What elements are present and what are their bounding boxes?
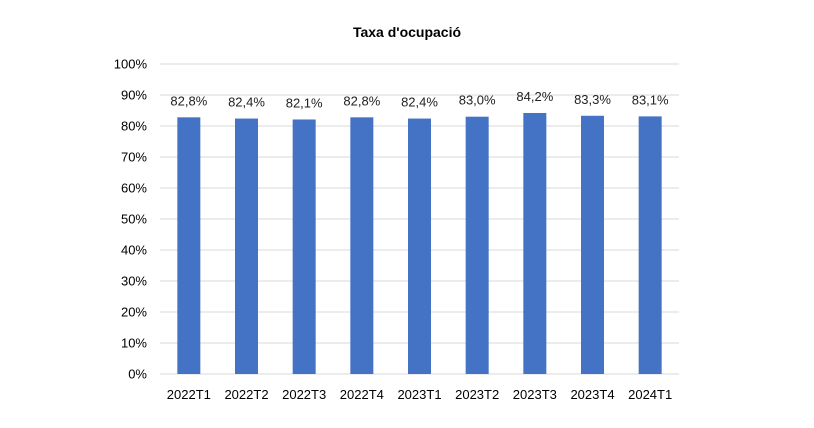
x-tick-label-2023T1: 2023T1 xyxy=(397,387,441,402)
x-tick-label-2023T2: 2023T2 xyxy=(455,387,499,402)
data-label-2023T4: 83,3% xyxy=(574,92,611,107)
data-label-2023T1: 82,4% xyxy=(401,95,438,110)
x-tick-label-2023T4: 2023T4 xyxy=(570,387,614,402)
data-label-2023T2: 83,0% xyxy=(459,93,496,108)
x-tick-label-2022T4: 2022T4 xyxy=(340,387,384,402)
y-tick-label: 0% xyxy=(128,367,147,382)
data-label-2022T3: 82,1% xyxy=(286,95,323,110)
bar-2023T2 xyxy=(465,116,489,374)
bar-2022T2 xyxy=(235,118,258,374)
x-tick-label-2023T3: 2023T3 xyxy=(513,387,557,402)
x-tick-label-2022T3: 2022T3 xyxy=(282,387,326,402)
bar-2023T3 xyxy=(523,112,547,374)
chart-title: Taxa d'ocupació xyxy=(353,24,461,40)
y-tick-label: 90% xyxy=(121,88,147,103)
y-tick-label: 10% xyxy=(121,336,147,351)
bar-2023T1 xyxy=(408,118,431,374)
bars xyxy=(177,112,662,375)
data-label-2022T2: 82,4% xyxy=(228,95,265,110)
bar-2022T4 xyxy=(350,117,374,374)
data-label-2024T1: 83,1% xyxy=(632,92,669,107)
y-axis-tick-labels: 0% 10% 20% 30% 40% 50% 60% 70% 80% 90% 100% xyxy=(114,57,148,382)
y-tick-label: 30% xyxy=(121,274,147,289)
y-tick-label: 20% xyxy=(121,305,147,320)
data-label-2022T1: 82,8% xyxy=(170,93,207,108)
data-label-2023T3: 84,2% xyxy=(516,89,553,104)
y-tick-label: 100% xyxy=(114,57,148,72)
y-tick-label: 80% xyxy=(121,119,147,134)
bar-2022T3 xyxy=(292,119,316,375)
y-tick-label: 50% xyxy=(121,212,147,227)
bar-2024T1 xyxy=(638,116,662,374)
x-tick-label-2022T1: 2022T1 xyxy=(167,387,211,402)
y-tick-label: 60% xyxy=(121,181,147,196)
y-tick-label: 40% xyxy=(121,243,147,258)
x-tick-label-2024T1: 2024T1 xyxy=(628,387,672,402)
data-label-2022T4: 82,8% xyxy=(343,93,380,108)
data-labels: 82,8% 82,4% 82,1% 82,8% 82,4% 83,0% 84,2% 83,3%… xyxy=(170,89,669,111)
bar-2022T1 xyxy=(177,117,201,374)
x-axis-tick-labels: 2022T1 2022T2 2022T3 2022T4 2023T1 2023T2 2023… xyxy=(167,387,672,402)
x-tick-label-2022T2: 2022T2 xyxy=(224,387,268,402)
y-tick-label: 70% xyxy=(121,150,147,165)
bar-2023T4 xyxy=(581,115,604,375)
